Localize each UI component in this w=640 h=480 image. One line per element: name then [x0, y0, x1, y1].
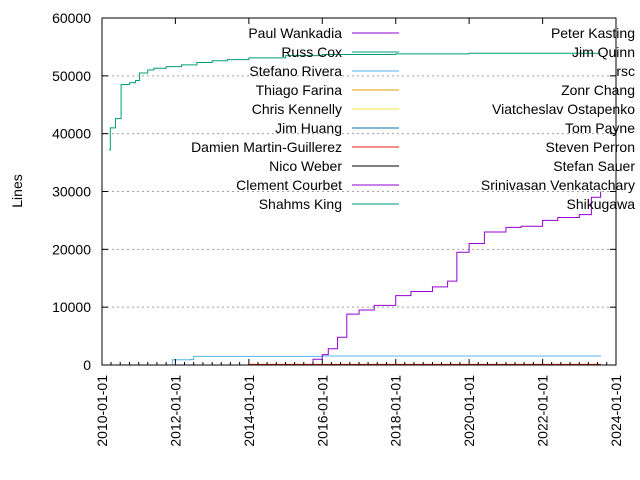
legend-label-steven-perron: Steven Perron [546, 139, 636, 155]
y-tick-label: 40000 [52, 126, 91, 142]
grid-layer [102, 75, 616, 308]
x-tick-label: 2012-01-01 [167, 375, 183, 447]
legend-label-peter-kasting: Peter Kasting [551, 25, 635, 41]
y-tick-label: 20000 [52, 241, 91, 257]
legend-label-damien-martin-guillerez: Damien Martin-Guillerez [191, 139, 342, 155]
y-tick-label: 50000 [52, 68, 91, 84]
x-tick-label: 2024-01-01 [608, 375, 624, 447]
y-tick-label: 30000 [52, 184, 91, 200]
legend-label-stefan-sauer: Stefan Sauer [553, 158, 635, 174]
legend-label-paul-wankadia: Paul Wankadia [248, 25, 342, 41]
legend-label-shahms-king: Shahms King [259, 196, 342, 212]
x-tick-label: 2014-01-01 [241, 375, 257, 447]
legend-label-clement-courbet: Clement Courbet [236, 177, 342, 193]
x-tick-label: 2022-01-01 [535, 375, 551, 447]
y-tick-label: 10000 [52, 299, 91, 315]
legend-label-shikugawa: Shikugawa [567, 196, 636, 212]
legend-label-rsc: rsc [616, 63, 635, 79]
legend-label-chris-kennelly: Chris Kennelly [252, 101, 342, 117]
x-tick-label: 2010-01-01 [94, 375, 110, 447]
legend-label-thiago-farina: Thiago Farina [256, 82, 343, 98]
series-line-stefano-rivera [108, 355, 602, 366]
legend-label-viatcheslav-ostapenko: Viatcheslav Ostapenko [492, 101, 635, 117]
x-tick-label: 2020-01-01 [461, 375, 477, 447]
series-line-clement-courbet [300, 191, 602, 366]
legend-label-russ-cox: Russ Cox [281, 44, 342, 60]
legend-label-srinivasan-venkatachary: Srinivasan Venkatachary [481, 177, 635, 193]
series-line-russ-cox [108, 52, 601, 151]
legend-label-nico-weber: Nico Weber [269, 158, 342, 174]
legend-label-stefano-rivera: Stefano Rivera [249, 63, 342, 79]
y-axis-label: Lines [9, 174, 25, 207]
legend-label-jim-quinn: Jim Quinn [572, 44, 635, 60]
y-tick-label: 60000 [52, 10, 91, 26]
legend: Paul Wankadia Russ Cox Stefano Rivera Thiag… [191, 25, 635, 212]
legend-label-jim-huang: Jim Huang [275, 120, 342, 136]
legend-label-zonr-chang: Zonr Chang [561, 82, 635, 98]
tick-layer: 0 10000 20000 30000 40000 50000 60000 2010-01-0… [52, 10, 624, 447]
x-tick-label: 2018-01-01 [388, 375, 404, 447]
legend-label-tom-payne: Tom Payne [565, 120, 635, 136]
x-tick-label: 2016-01-01 [314, 375, 330, 447]
y-tick-label: 0 [83, 357, 91, 373]
